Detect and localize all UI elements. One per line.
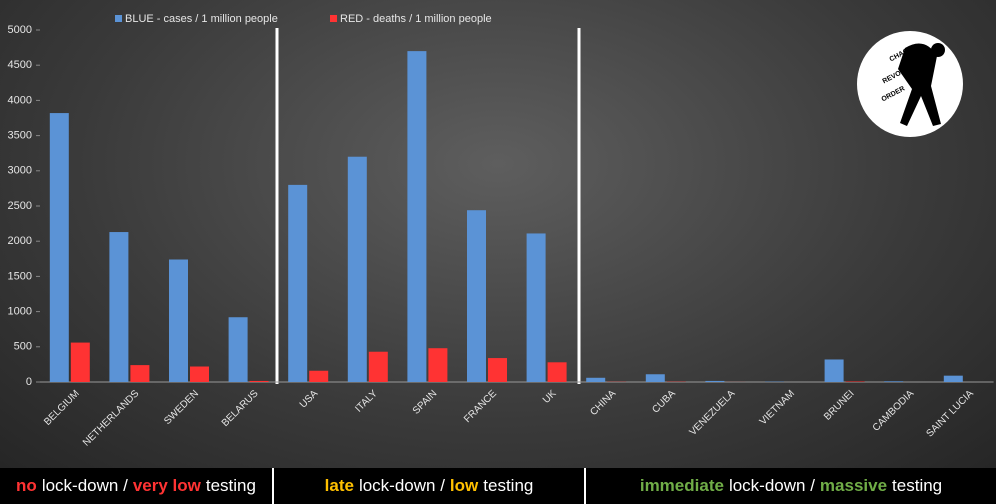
footer-section: no lock-down / very low testing — [0, 468, 272, 504]
y-tick-label: 1000 — [8, 306, 32, 318]
x-tick-label: FRANCE — [462, 388, 499, 425]
bar — [368, 351, 388, 382]
y-tick-label: 4500 — [8, 59, 32, 71]
bar — [526, 233, 546, 382]
bar — [645, 374, 665, 382]
y-tick-label: 0 — [26, 376, 32, 388]
bar — [884, 381, 904, 382]
y-tick-label: 2500 — [8, 200, 32, 212]
footer-text: late — [324, 476, 354, 495]
legend-swatch — [330, 15, 337, 22]
x-tick-label: SAINT LUCIA — [925, 388, 976, 439]
y-tick-label: 5000 — [8, 24, 32, 36]
footer-text: testing — [892, 476, 943, 495]
footer-text: immediate — [639, 476, 724, 495]
chart: 0 500 1000 1500 2000 2500 3000 3500 4000 4500 5000… — [0, 0, 996, 468]
x-tick-label: UK — [541, 388, 559, 406]
bar — [288, 184, 308, 382]
y-tick-label: 3500 — [8, 130, 32, 142]
bar — [943, 375, 963, 382]
footer-text: massive — [819, 476, 888, 495]
y-tick-label: 1500 — [8, 270, 32, 282]
bar — [407, 51, 427, 383]
footer-text: no — [16, 476, 37, 495]
bar — [488, 358, 507, 382]
x-tick-label: VIETNAM — [758, 388, 797, 427]
x-tick-label: BELARUS — [220, 388, 261, 429]
bar — [705, 380, 725, 382]
y-tick-label: 2000 — [8, 235, 32, 247]
bar — [586, 377, 606, 382]
footer-section: late lock-down / low testing — [272, 468, 584, 504]
footer-text: low — [449, 476, 479, 495]
footer-text: testing — [205, 476, 256, 495]
legend-swatch — [115, 15, 122, 22]
bar — [190, 366, 209, 382]
bar — [347, 156, 367, 382]
footer-text: lock-down / — [41, 476, 128, 495]
footer-text: testing — [483, 476, 534, 495]
x-tick-label: CHINA — [588, 388, 618, 418]
bar — [109, 232, 129, 382]
x-tick-label: SWEDEN — [162, 388, 201, 427]
x-tick-label: CUBA — [650, 388, 678, 416]
bar — [547, 362, 567, 382]
legend-label: BLUE - cases / 1 million people — [125, 13, 278, 25]
footer-text: lock-down / — [358, 476, 445, 495]
logo-figure — [898, 43, 945, 126]
x-tick-label: NETHERLANDS — [81, 388, 142, 449]
y-tick-label: 4000 — [8, 94, 32, 106]
y-tick-label: 500 — [14, 341, 32, 353]
bar — [428, 348, 448, 382]
x-tick-label: VENEZUELA — [688, 388, 738, 438]
bar — [249, 380, 269, 382]
bar — [309, 370, 329, 382]
bar — [130, 365, 150, 382]
bar — [70, 342, 90, 382]
legend-label: RED - deaths / 1 million people — [340, 13, 492, 25]
footer-text: very low — [132, 476, 201, 495]
x-tick-label: SPAIN — [411, 388, 439, 416]
x-tick-label: BELGIUM — [42, 388, 82, 428]
x-tick-label: ITALY — [353, 388, 380, 415]
bar — [467, 210, 486, 382]
bar — [169, 259, 188, 382]
x-tick-label: BRUNEI — [822, 388, 857, 423]
bar — [824, 359, 844, 382]
x-tick-label: USA — [298, 388, 321, 411]
bar — [49, 113, 69, 383]
footer-section: immediate lock-down / massive testing — [584, 468, 996, 504]
footer: no lock-down / very low testing late lock-dow… — [0, 468, 996, 504]
bar — [228, 317, 248, 382]
y-tick-label: 3000 — [8, 165, 32, 177]
x-tick-label: CAMBODIA — [871, 388, 917, 434]
footer-text: lock-down / — [728, 476, 815, 495]
